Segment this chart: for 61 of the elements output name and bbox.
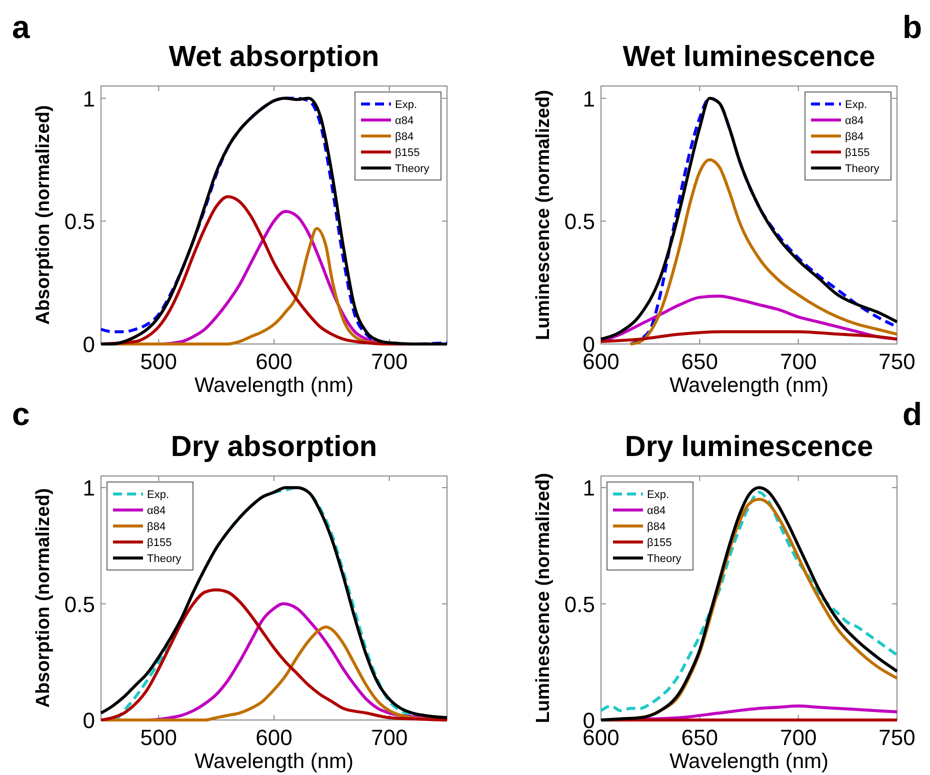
y-tick-label: 1: [82, 476, 95, 501]
x-axis-title: Wavelength (nm): [194, 374, 354, 397]
text: c: [12, 396, 30, 432]
legend-label: Theory: [647, 553, 682, 565]
legend-label: β155: [845, 147, 870, 159]
legend-label: α84: [395, 115, 414, 127]
x-tick-label: 700: [780, 725, 817, 750]
text: d: [902, 396, 922, 432]
x-tick-label: 650: [681, 349, 718, 374]
legend-label: α84: [647, 505, 666, 517]
legend-label: Exp.: [395, 99, 418, 111]
x-tick-label: 600: [256, 349, 292, 374]
legend-label: β155: [395, 147, 420, 159]
x-axis-title: Wavelength (nm): [194, 750, 354, 773]
legend-label: Theory: [845, 163, 880, 175]
line-series: [600, 330, 898, 344]
legend-label: Exp.: [147, 489, 170, 501]
x-axis-title: Wavelength (nm): [669, 374, 829, 397]
legend-label: β84: [147, 521, 166, 533]
chart-title: Wet luminescence: [622, 41, 876, 73]
legend-label: Theory: [395, 163, 430, 175]
y-tick-label: 0.5: [564, 209, 595, 234]
legend-label: α84: [845, 115, 864, 127]
text: b: [902, 9, 922, 45]
y-tick-label: 0.5: [64, 592, 95, 617]
chart-title: Dry luminescence: [624, 431, 874, 463]
x-tick-label: 750: [878, 349, 916, 374]
x-tick-label: 500: [140, 349, 178, 374]
y-tick-label: 0: [82, 708, 95, 733]
y-axis-title: Luminescence (normalized): [533, 90, 554, 340]
x-tick-label: 700: [370, 349, 408, 374]
line-series: [100, 96, 448, 346]
legend-label: β84: [395, 131, 414, 143]
y-tick-label: 0.5: [64, 209, 95, 234]
y-axis-title: Luminescence (normalized): [533, 472, 554, 724]
x-tick-label: 500: [140, 725, 178, 750]
x-tick-label: 750: [878, 725, 916, 750]
y-tick-label: 0: [82, 332, 95, 357]
legend-label: Theory: [147, 553, 182, 565]
legend-label: α84: [147, 505, 166, 517]
chart-title: Wet absorption: [168, 41, 380, 73]
y-axis-title: Absorption (normalized): [33, 488, 54, 708]
legend-label: β84: [845, 131, 864, 143]
legend-label: β84: [647, 521, 666, 533]
chart-title: Dry absorption: [170, 431, 378, 463]
y-tick-label: 1: [582, 476, 595, 501]
legend-label: β155: [647, 537, 672, 549]
y-axis-title: Absorption (normalized): [33, 105, 54, 325]
legend-label: Exp.: [647, 489, 670, 501]
legend-label: β155: [147, 537, 172, 549]
y-tick-label: 1: [82, 86, 95, 112]
y-tick-label: 1: [582, 86, 595, 112]
x-tick-label: 600: [256, 725, 292, 750]
text: a: [12, 9, 30, 45]
line-series: [629, 158, 898, 346]
x-axis-title: Wavelength (nm): [669, 750, 829, 773]
y-tick-label: 0.5: [564, 592, 595, 617]
x-tick-label: 650: [681, 725, 718, 750]
legend-label: Exp.: [845, 99, 868, 111]
x-tick-label: 700: [370, 725, 408, 750]
x-tick-label: 700: [780, 349, 817, 374]
